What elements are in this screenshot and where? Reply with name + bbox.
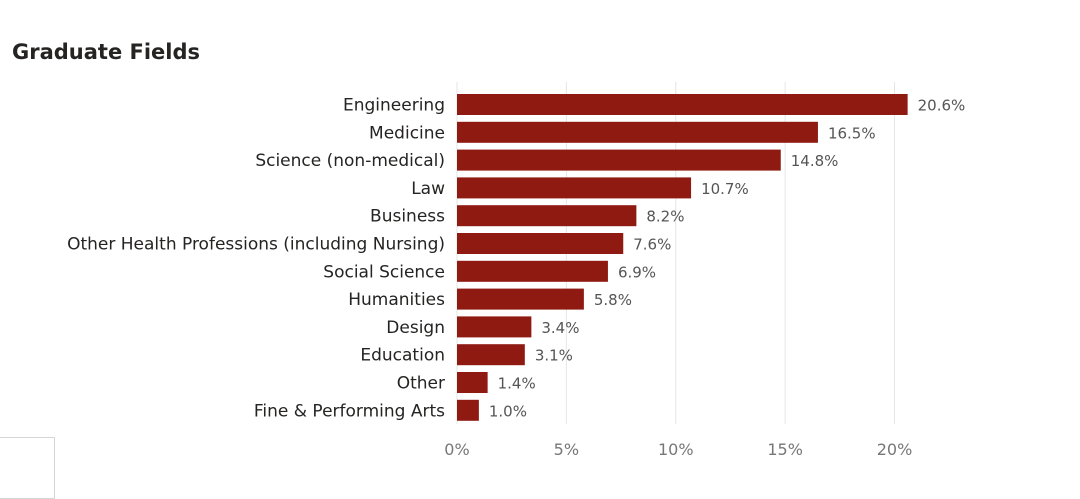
bar[interactable] [457, 344, 525, 366]
bar[interactable] [457, 399, 479, 421]
bar[interactable] [457, 149, 781, 171]
bar[interactable] [457, 121, 818, 143]
category-label: Engineering [343, 96, 445, 116]
category-label: Other Health Professions (including Nurs… [67, 235, 445, 255]
bar[interactable] [457, 316, 532, 338]
visual-frame-corner [0, 437, 55, 499]
category-label: Education [360, 346, 445, 366]
bar[interactable] [457, 288, 584, 310]
bar[interactable] [457, 372, 488, 393]
category-label: Science (non-medical) [255, 151, 445, 171]
value-label: 14.8% [791, 152, 839, 170]
value-label: 3.4% [541, 319, 579, 337]
value-label: 6.9% [618, 263, 656, 281]
x-tick-label: 20% [877, 440, 913, 459]
value-label: 16.5% [828, 124, 876, 142]
value-label: 10.7% [701, 180, 749, 198]
category-label: Humanities [348, 290, 445, 310]
bar-chart: Engineering Medicine Science (non-medical)… [67, 82, 965, 459]
x-axis-ticks: 0% 5% 10% 15% 20% [444, 440, 912, 459]
x-tick-label: 5% [554, 440, 579, 459]
bar[interactable] [457, 94, 908, 115]
x-tick-label: 15% [767, 440, 803, 459]
category-label: Fine & Performing Arts [254, 401, 445, 421]
category-label: Design [386, 318, 445, 338]
category-label: Law [411, 179, 445, 199]
x-tick-label: 10% [658, 440, 694, 459]
category-label: Other [397, 374, 445, 394]
value-label: 1.4% [498, 375, 536, 393]
bars [457, 94, 908, 421]
value-label: 1.0% [489, 402, 527, 420]
value-label: 7.6% [633, 236, 671, 254]
value-label: 20.6% [918, 97, 966, 115]
value-label: 3.1% [535, 347, 573, 365]
category-label: Social Science [323, 262, 445, 282]
category-label: Medicine [369, 123, 445, 143]
value-label: 5.8% [594, 291, 632, 309]
x-tick-label: 0% [444, 440, 469, 459]
bar[interactable] [457, 233, 624, 254]
category-label: Business [370, 207, 445, 227]
value-labels: 20.6% 16.5% 14.8% 10.7% 8.2% 7.6% 6.9% 5.8% 3.4%… [489, 97, 965, 421]
category-labels: Engineering Medicine Science (non-medical)… [67, 96, 445, 422]
bar[interactable] [457, 260, 608, 282]
value-label: 8.2% [646, 208, 684, 226]
bar[interactable] [457, 177, 692, 199]
bar[interactable] [457, 205, 637, 227]
chart-title: Graduate Fields [12, 40, 201, 64]
